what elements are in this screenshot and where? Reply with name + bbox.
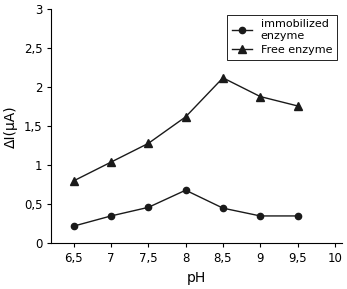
- Free enzyme: [184, 115, 188, 118]
- immobilized
enzyme: [258, 214, 262, 218]
- Free enzyme: [258, 95, 262, 98]
- immobilized
enzyme: [72, 224, 76, 228]
- Free enzyme: [72, 179, 76, 183]
- Free enzyme: [221, 76, 225, 79]
- immobilized
enzyme: [146, 205, 151, 209]
- Legend: immobilized
enzyme, Free enzyme: immobilized enzyme, Free enzyme: [227, 15, 337, 60]
- Line: Free enzyme: Free enzyme: [70, 74, 301, 185]
- immobilized
enzyme: [184, 188, 188, 192]
- Y-axis label: ΔI(μA): ΔI(μA): [4, 105, 18, 147]
- immobilized
enzyme: [109, 214, 113, 218]
- Line: immobilized
enzyme: immobilized enzyme: [71, 187, 301, 229]
- immobilized
enzyme: [295, 214, 299, 218]
- X-axis label: pH: pH: [187, 271, 206, 285]
- Free enzyme: [109, 160, 113, 164]
- immobilized
enzyme: [221, 206, 225, 210]
- Free enzyme: [295, 104, 299, 108]
- Free enzyme: [146, 142, 151, 145]
